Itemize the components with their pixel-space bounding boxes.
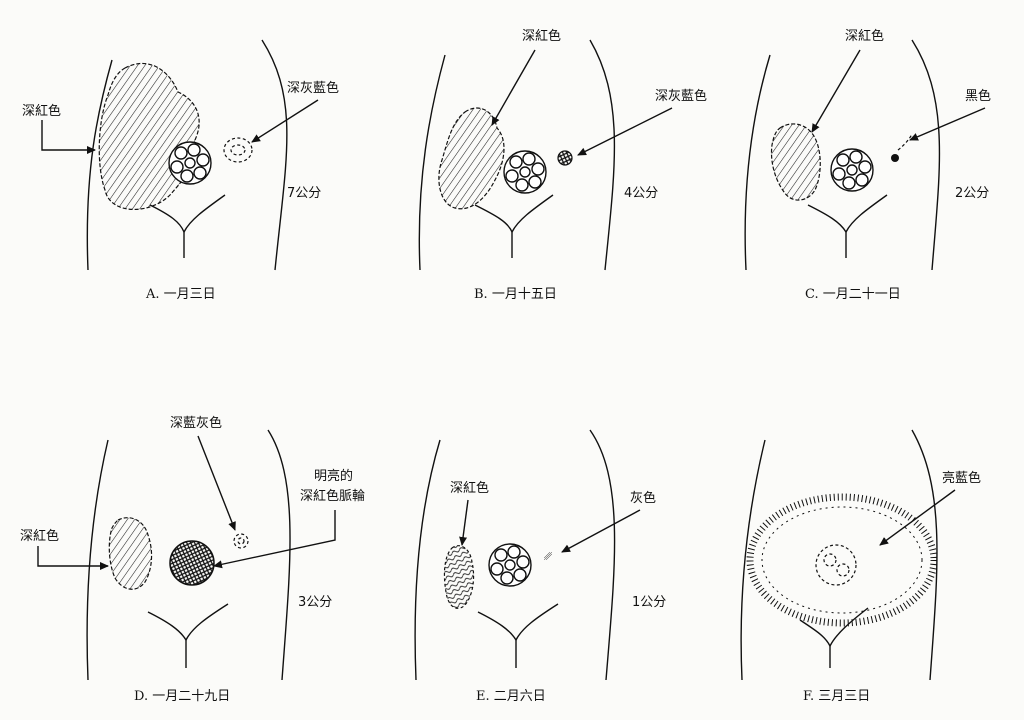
panel-f: 亮藍色 F. 三月三日	[740, 429, 981, 704]
dark-red-aura	[443, 545, 475, 609]
chakra-cluster	[830, 148, 874, 192]
label-dark-red: 深紅色	[22, 103, 61, 119]
caption: E. 二月六日	[476, 689, 546, 704]
torso-outline-left	[740, 439, 766, 681]
arrow-dark-red	[491, 49, 536, 126]
size-label: 3公分	[298, 595, 332, 610]
torso-outline-left	[744, 54, 771, 271]
panel-b: 深紅色 深灰藍色 4公分 B. 一月十五日	[418, 28, 707, 302]
arrow-dark-red	[811, 49, 861, 133]
arrow-dark-red	[459, 499, 469, 546]
panel-d: 深藍灰色 明亮的 深紅色脈輪 深紅色 3公分 D. 一月二十九日	[20, 415, 365, 704]
chakra-ball	[823, 553, 837, 567]
bright-blue-aura	[746, 493, 938, 627]
torso-outline-right	[911, 429, 938, 681]
black-spot-trail	[897, 133, 913, 151]
chakra-ball	[836, 563, 850, 577]
arrow-dark-red	[37, 546, 109, 570]
arrow-bright-chakra	[213, 510, 336, 569]
label-dark-red: 深紅色	[20, 528, 59, 544]
torso-outline-right	[589, 39, 616, 271]
blue-gray-spot	[233, 533, 249, 549]
size-label: 2公分	[955, 186, 989, 201]
panel-c: 深紅色 黑色 2公分 C. 一月二十一日	[744, 28, 991, 302]
arrow-bright-blue	[879, 489, 956, 546]
arrow-black	[909, 107, 986, 141]
torso-outline-left	[414, 439, 441, 681]
arrow-blue-gray	[251, 99, 319, 143]
crotch-line	[807, 194, 888, 234]
label-dark-red: 深紅色	[450, 480, 489, 496]
blue-gray-spot-core	[237, 537, 245, 545]
arrow-blue-gray	[577, 107, 673, 156]
bright-blue-aura-inner	[761, 506, 923, 614]
chakra-cluster	[815, 544, 857, 586]
label-bright-blue: 亮藍色	[942, 470, 981, 486]
label-blue-gray: 深灰藍色	[287, 80, 339, 96]
label-black: 黑色	[965, 88, 991, 104]
label-dark-red: 深紅色	[522, 28, 561, 44]
label-bright: 明亮的	[314, 468, 353, 484]
crotch-line	[474, 194, 554, 234]
caption: F. 三月三日	[803, 689, 870, 704]
arrow-dark-red	[41, 120, 96, 154]
dark-red-aura	[770, 123, 821, 201]
caption: C. 一月二十一日	[805, 287, 901, 302]
torso-outline-right	[911, 39, 941, 271]
blue-gray-spot	[557, 150, 573, 166]
torso-outline-left	[418, 54, 446, 271]
size-label: 1公分	[632, 595, 666, 610]
torso-outline-right	[267, 429, 291, 681]
dark-red-aura	[438, 107, 505, 210]
panel-e: ␥ 深紅色 灰色 1公分 E. 二月六日	[414, 429, 666, 704]
caption: B. 一月十五日	[474, 287, 557, 302]
caption: A. 一月三日	[145, 287, 216, 302]
chakra-cluster	[488, 543, 532, 587]
dark-red-aura	[98, 62, 200, 210]
black-spot	[891, 154, 899, 162]
crotch-line	[799, 607, 869, 648]
label-blue-gray: 深藍灰色	[170, 415, 222, 431]
torso-outline-left	[86, 439, 109, 681]
torso-outline-right	[589, 429, 616, 681]
arrow-gray	[561, 509, 641, 553]
chakra-cluster	[168, 141, 212, 185]
crotch-line	[147, 603, 229, 642]
label-blue-gray: 深灰藍色	[655, 88, 707, 104]
label-dark-red: 深紅色	[845, 28, 884, 44]
arrow-blue-gray	[197, 435, 236, 531]
torso-outline-right	[261, 39, 288, 271]
caption: D. 一月二十九日	[134, 689, 230, 704]
size-label: 4公分	[624, 186, 658, 201]
label-dark-red-chakra: 深紅色脈輪	[300, 488, 365, 504]
chakra-cluster	[503, 150, 547, 194]
crotch-line	[477, 603, 559, 642]
blue-gray-spot-core	[230, 144, 246, 156]
dark-red-aura	[108, 517, 153, 590]
blue-gray-spot	[223, 137, 253, 163]
gray-spot: ␥	[544, 552, 552, 563]
panel-a: 深紅色 深灰藍色 7公分 A. 一月三日	[22, 39, 339, 302]
bright-chakra	[169, 540, 215, 586]
label-gray: 灰色	[630, 490, 656, 506]
size-label: 7公分	[287, 186, 321, 201]
